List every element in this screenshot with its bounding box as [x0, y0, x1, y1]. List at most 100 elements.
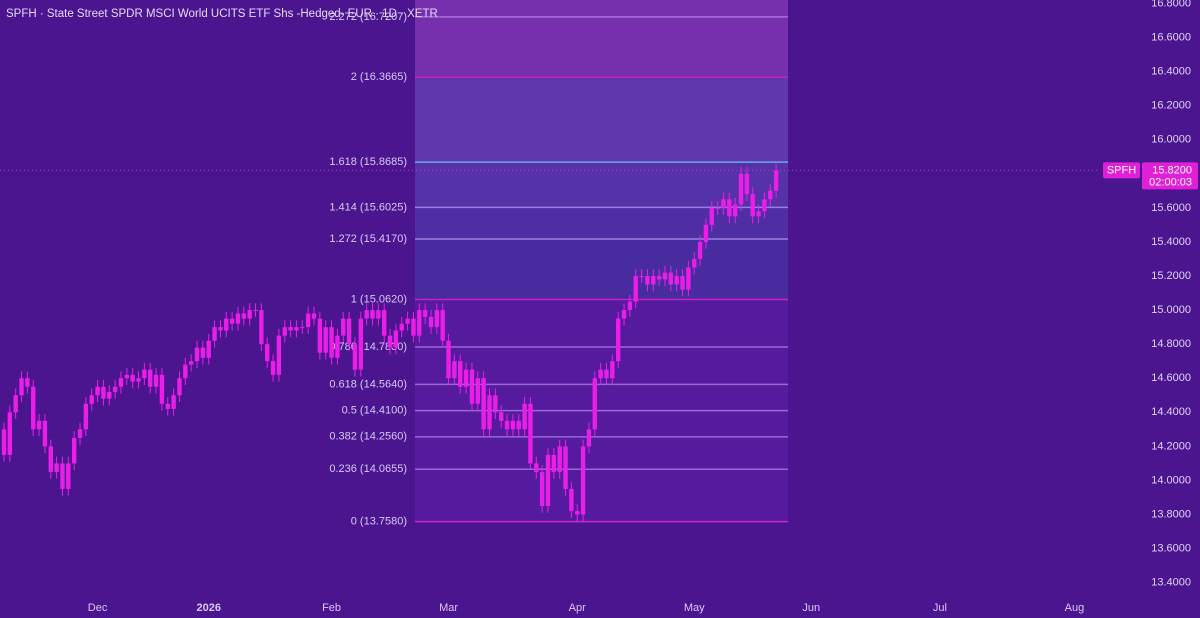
candle-body [498, 412, 504, 421]
candles [1, 163, 779, 522]
fib-level-label: 2.272 (16.7207) [329, 11, 407, 23]
candle-body [31, 386, 36, 430]
candle-body [124, 374, 130, 379]
candle-body [300, 327, 305, 329]
candle-body [1, 429, 7, 455]
candle-body [364, 310, 369, 319]
candle-body [458, 361, 463, 387]
candle-body [522, 403, 527, 430]
candle-body [545, 454, 551, 506]
candle-body [610, 361, 615, 379]
y-tick-label: 16.8000 [1151, 0, 1191, 9]
candle-body [709, 207, 714, 225]
y-tick-label: 15.2000 [1151, 270, 1191, 282]
candle-body [352, 344, 358, 370]
candle-body [7, 412, 13, 455]
candle-body [48, 446, 53, 472]
candle-body [376, 310, 381, 319]
candle-body [440, 310, 445, 341]
candle-body [153, 374, 159, 387]
candle-body [516, 420, 521, 430]
candle-body [218, 327, 223, 331]
candle-body [265, 344, 270, 362]
candle-body [393, 330, 399, 348]
candle-body [66, 463, 71, 489]
price-tag [1142, 162, 1198, 190]
candle-body [212, 327, 217, 341]
fib-band [415, 299, 788, 348]
candle-body [528, 403, 533, 464]
candle-body [247, 310, 252, 319]
x-tick-label: Dec [88, 602, 108, 614]
fib-level-label: 2 (16.3665) [351, 71, 407, 83]
candle-body [194, 347, 200, 362]
candle-body [651, 276, 656, 285]
x-tick-label: May [684, 602, 705, 614]
y-tick-label: 16.0000 [1151, 134, 1191, 146]
candle-body [71, 437, 77, 464]
y-tick-label: 15.6000 [1151, 202, 1191, 214]
candle-body [481, 378, 486, 430]
y-tick-label: 13.4000 [1151, 577, 1191, 589]
x-tick-label: Mar [439, 602, 458, 614]
x-tick-label: Apr [569, 602, 586, 614]
fib-level-label: 0.5 (14.4100) [342, 404, 407, 416]
candle-body [165, 403, 170, 409]
candle-body [557, 446, 562, 472]
candle-body [253, 310, 258, 312]
candle-body [77, 429, 83, 438]
candle-body [200, 347, 206, 358]
candle-body [276, 335, 282, 375]
candle-body [422, 310, 428, 317]
candle-body [171, 395, 176, 409]
candle-body [645, 276, 650, 285]
candle-body [370, 310, 375, 319]
candle-body [329, 327, 334, 358]
candle-body [335, 335, 340, 358]
candle-body [311, 313, 317, 319]
candle-body [136, 378, 141, 382]
candle-body [762, 199, 767, 212]
fib-level-label: 0.236 (14.0655) [329, 463, 407, 475]
fib-band [415, 207, 788, 240]
candle-body [434, 310, 440, 328]
x-tick-label: Aug [1065, 602, 1085, 614]
fib-level-label: 1.414 (15.6025) [329, 201, 407, 213]
candle-body [510, 420, 516, 430]
candle-body [680, 276, 685, 290]
candle-body [101, 386, 106, 399]
fib-level-label: 1.272 (15.4170) [329, 233, 407, 245]
candle-body [773, 170, 779, 191]
candle-body [715, 207, 720, 209]
candle-body [534, 463, 539, 472]
candle-body [452, 361, 457, 379]
candle-body [382, 310, 387, 336]
candle-body [627, 301, 633, 311]
x-tick-label: Jul [933, 602, 947, 614]
candle-body [142, 369, 147, 379]
candle-body [580, 446, 586, 515]
y-tick-label: 14.0000 [1151, 474, 1191, 486]
candle-body [493, 395, 498, 413]
y-tick-label: 13.6000 [1151, 542, 1191, 554]
candle-body [721, 199, 726, 208]
candle-body [662, 272, 668, 280]
candle-body [469, 369, 475, 404]
candle-body [188, 361, 194, 365]
candle-body [54, 463, 59, 472]
candle-body [224, 318, 229, 331]
candle-body [42, 420, 48, 447]
candle-body [341, 318, 346, 336]
fib-level-label: 0.618 (14.5640) [329, 378, 407, 390]
candle-body [411, 318, 416, 336]
fib-band [415, 436, 788, 470]
candle-body [750, 194, 755, 217]
candle-body [686, 267, 691, 290]
y-tick-label: 14.4000 [1151, 406, 1191, 418]
candle-body [633, 276, 638, 302]
candle-body [598, 369, 603, 379]
y-tick-label: 14.2000 [1151, 440, 1191, 452]
candle-body [206, 340, 211, 358]
y-tick-label: 14.8000 [1151, 338, 1191, 350]
